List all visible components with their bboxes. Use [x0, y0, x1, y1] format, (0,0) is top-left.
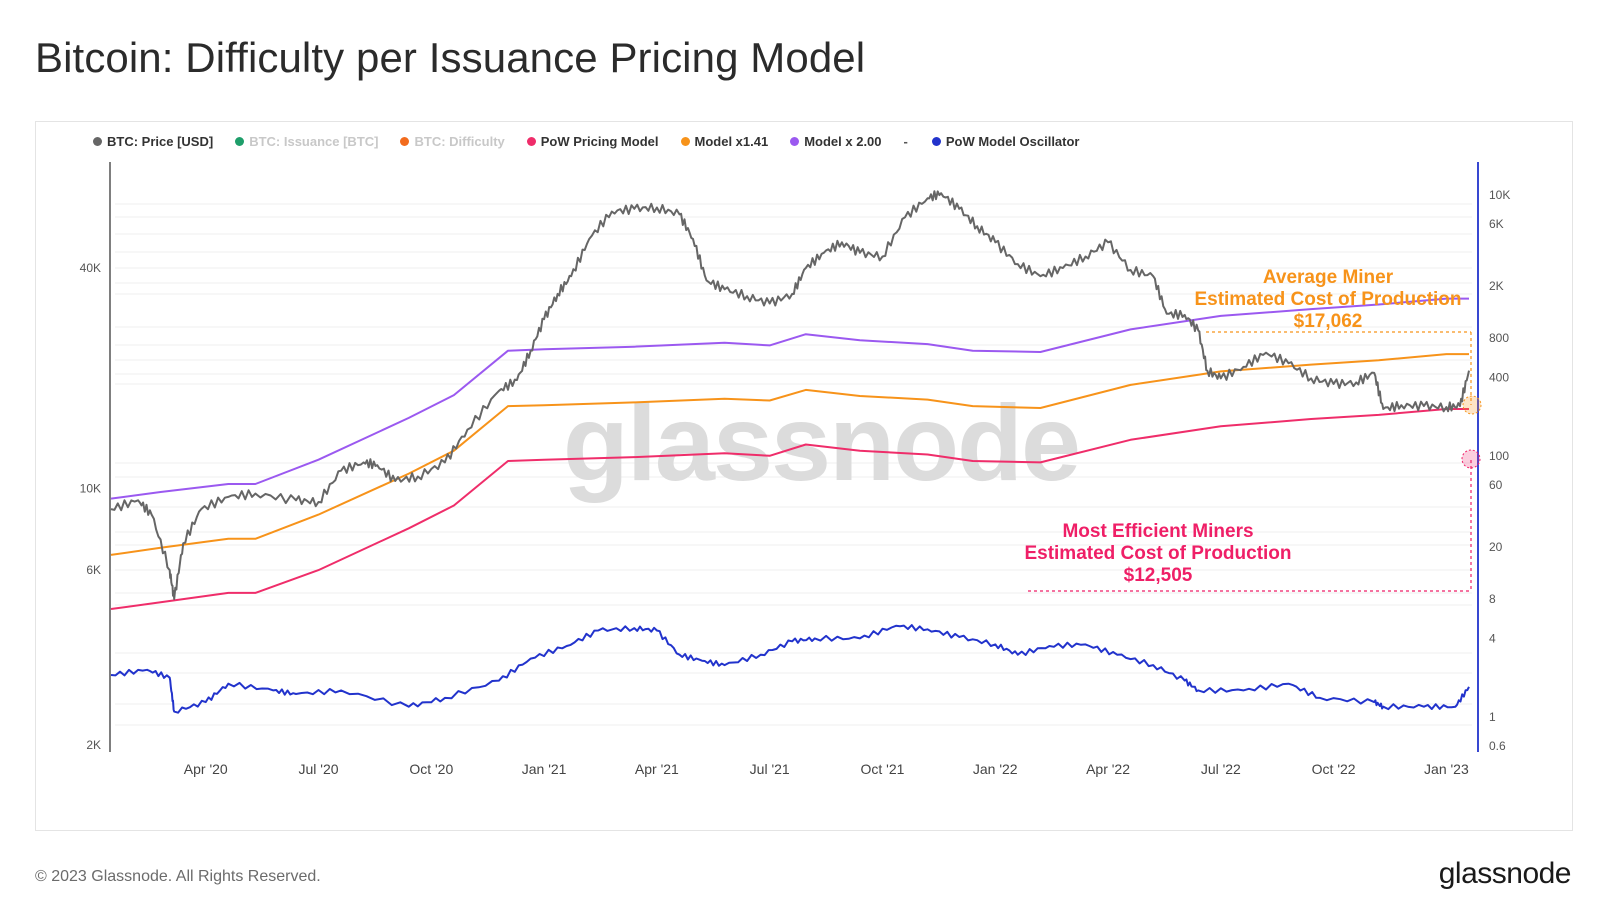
legend: BTC: Price [USD] BTC: Issuance [BTC] BTC… [93, 134, 1101, 149]
legend-dot-icon [790, 137, 800, 146]
series-pow-model[interactable] [110, 408, 1469, 610]
legend-label: BTC: Price [USD] [107, 134, 214, 149]
x-tick-label: Oct '22 [1312, 761, 1356, 777]
y-right-tick-label: 400 [1489, 370, 1509, 384]
x-tick-label: Oct '21 [861, 761, 905, 777]
y-right-tick-label: 20 [1489, 540, 1503, 554]
legend-item-model-200[interactable]: Model x 2.00 [790, 134, 882, 149]
y-right-tick-label: 4 [1489, 631, 1496, 645]
x-tick-label: Apr '21 [635, 761, 679, 777]
avg-annotation-line1: Average Miner [1263, 267, 1394, 288]
y-left-tick-label: 6K [86, 563, 101, 577]
legend-label: BTC: Issuance [BTC] [249, 134, 379, 149]
legend-dot-icon [400, 137, 410, 146]
x-tick-label: Jul '20 [299, 761, 339, 777]
avg-annotation-line2: Estimated Cost of Production [1194, 289, 1461, 310]
legend-item-model-141[interactable]: Model x1.41 [680, 134, 769, 149]
legend-label: Model x 2.00 [804, 134, 882, 149]
chart-panel: glassnode 2K 6K 10K 40K 0.6 1 4 8 20 60 100 400 800 2… [35, 121, 1573, 831]
y-left-tick-label: 2K [86, 738, 101, 752]
series-layer [110, 190, 1470, 714]
y-right-tick-label: 1 [1489, 710, 1496, 724]
axes: 2K 6K 10K 40K 0.6 1 4 8 20 60 100 400 800 2K 6K 10K Apr … [80, 162, 1510, 777]
chart-svg[interactable]: glassnode 2K6K10K40K0.614820601004008002… [36, 122, 1572, 830]
x-tick-label: Jan '23 [1424, 761, 1469, 777]
legend-item-difficulty[interactable]: BTC: Difficulty [400, 134, 505, 149]
y-right-tick-label: 6K [1489, 217, 1504, 231]
series-model-141[interactable] [110, 353, 1469, 556]
series-model-200[interactable] [110, 297, 1469, 500]
legend-item-pow-model[interactable]: PoW Pricing Model [526, 134, 659, 149]
legend-item-issuance[interactable]: BTC: Issuance [BTC] [235, 134, 378, 149]
y-right-tick-label: 8 [1489, 592, 1496, 606]
eff-annotation-line2: Estimated Cost of Production [1024, 543, 1291, 564]
legend-dot-icon [931, 137, 941, 146]
y-right-tick-label: 100 [1489, 449, 1509, 463]
x-tick-label: Jul '21 [750, 761, 790, 777]
x-tick-label: Jul '22 [1201, 761, 1241, 777]
legend-dot-icon [680, 137, 690, 146]
grid-lines [115, 203, 1472, 726]
eff-annotation-line3: $12,505 [1124, 565, 1193, 586]
copyright-text: © 2023 Glassnode. All Rights Reserved. [35, 868, 321, 885]
x-tick-label: Oct '20 [409, 761, 453, 777]
y-left-tick-label: 40K [80, 261, 101, 275]
legend-item-price[interactable]: BTC: Price [USD] [93, 134, 213, 149]
page-title: Bitcoin: Difficulty per Issuance Pricing… [35, 34, 866, 81]
y-right-tick-label: 60 [1489, 478, 1503, 492]
eff-marker[interactable] [1461, 449, 1481, 469]
legend-separator: - [903, 134, 908, 149]
avg-marker[interactable] [1462, 395, 1482, 415]
series-oscillator[interactable] [110, 624, 1470, 714]
legend-label: BTC: Difficulty [414, 134, 505, 149]
eff-annotation-line1: Most Efficient Miners [1062, 521, 1253, 542]
legend-dot-icon [526, 137, 536, 146]
watermark-text: glassnode [563, 382, 1079, 503]
y-left-tick-label: 10K [80, 482, 101, 496]
glassnode-logo[interactable]: glassnode [1438, 857, 1572, 890]
legend-item-oscillator[interactable]: PoW Model Oscillator [931, 134, 1080, 149]
y-right-tick-label: 2K [1489, 279, 1504, 293]
annotations-layer: Average Miner Estimated Cost of Producti… [1024, 267, 1482, 592]
y-right-tick-label: 10K [1489, 188, 1510, 202]
legend-dot-icon [235, 137, 245, 146]
series-btc-price[interactable] [110, 190, 1470, 601]
avg-annotation-line3: $17,062 [1294, 311, 1363, 332]
legend-label: PoW Pricing Model [540, 134, 659, 149]
legend-label: PoW Model Oscillator [945, 134, 1080, 149]
legend-dot-icon [93, 137, 102, 146]
legend-label: Model x1.41 [694, 134, 769, 149]
y-right-tick-label: 0.6 [1489, 739, 1506, 753]
x-tick-label: Apr '20 [184, 761, 228, 777]
x-tick-label: Apr '22 [1086, 761, 1130, 777]
x-tick-label: Jan '22 [973, 761, 1018, 777]
x-tick-label: Jan '21 [522, 761, 567, 777]
y-right-tick-label: 800 [1489, 331, 1509, 345]
